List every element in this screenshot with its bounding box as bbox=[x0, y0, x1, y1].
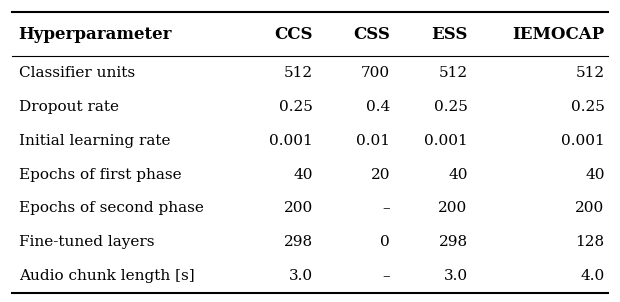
Text: Classifier units: Classifier units bbox=[19, 66, 135, 80]
Text: Fine-tuned layers: Fine-tuned layers bbox=[19, 235, 154, 249]
Text: 298: 298 bbox=[284, 235, 313, 249]
Text: 200: 200 bbox=[575, 201, 604, 215]
Text: Audio chunk length [s]: Audio chunk length [s] bbox=[19, 269, 194, 283]
Text: 0.25: 0.25 bbox=[570, 100, 604, 114]
Text: ESS: ESS bbox=[432, 26, 467, 43]
Text: 4.0: 4.0 bbox=[580, 269, 604, 283]
Text: 700: 700 bbox=[361, 66, 390, 80]
Text: 0.4: 0.4 bbox=[366, 100, 390, 114]
Text: 0: 0 bbox=[381, 235, 390, 249]
Text: 40: 40 bbox=[448, 168, 467, 182]
Text: 298: 298 bbox=[438, 235, 467, 249]
Text: 0.001: 0.001 bbox=[424, 134, 467, 148]
Text: 0.25: 0.25 bbox=[279, 100, 313, 114]
Text: 3.0: 3.0 bbox=[289, 269, 313, 283]
Text: 3.0: 3.0 bbox=[443, 269, 467, 283]
Text: Epochs of first phase: Epochs of first phase bbox=[19, 168, 181, 182]
Text: 0.01: 0.01 bbox=[356, 134, 390, 148]
Text: 40: 40 bbox=[585, 168, 604, 182]
Text: 512: 512 bbox=[575, 66, 604, 80]
Text: 512: 512 bbox=[438, 66, 467, 80]
Text: 20: 20 bbox=[371, 168, 390, 182]
Text: Dropout rate: Dropout rate bbox=[19, 100, 118, 114]
Text: –: – bbox=[383, 201, 390, 215]
Text: Initial learning rate: Initial learning rate bbox=[19, 134, 170, 148]
Text: 0.25: 0.25 bbox=[434, 100, 467, 114]
Text: IEMOCAP: IEMOCAP bbox=[512, 26, 604, 43]
Text: 128: 128 bbox=[575, 235, 604, 249]
Text: 512: 512 bbox=[284, 66, 313, 80]
Text: CSS: CSS bbox=[353, 26, 390, 43]
Text: 40: 40 bbox=[293, 168, 313, 182]
Text: 0.001: 0.001 bbox=[560, 134, 604, 148]
Text: –: – bbox=[383, 269, 390, 283]
Text: CCS: CCS bbox=[275, 26, 313, 43]
Text: 200: 200 bbox=[438, 201, 467, 215]
Text: Epochs of second phase: Epochs of second phase bbox=[19, 201, 203, 215]
Text: Hyperparameter: Hyperparameter bbox=[19, 26, 172, 43]
Text: 200: 200 bbox=[283, 201, 313, 215]
Text: 0.001: 0.001 bbox=[269, 134, 313, 148]
